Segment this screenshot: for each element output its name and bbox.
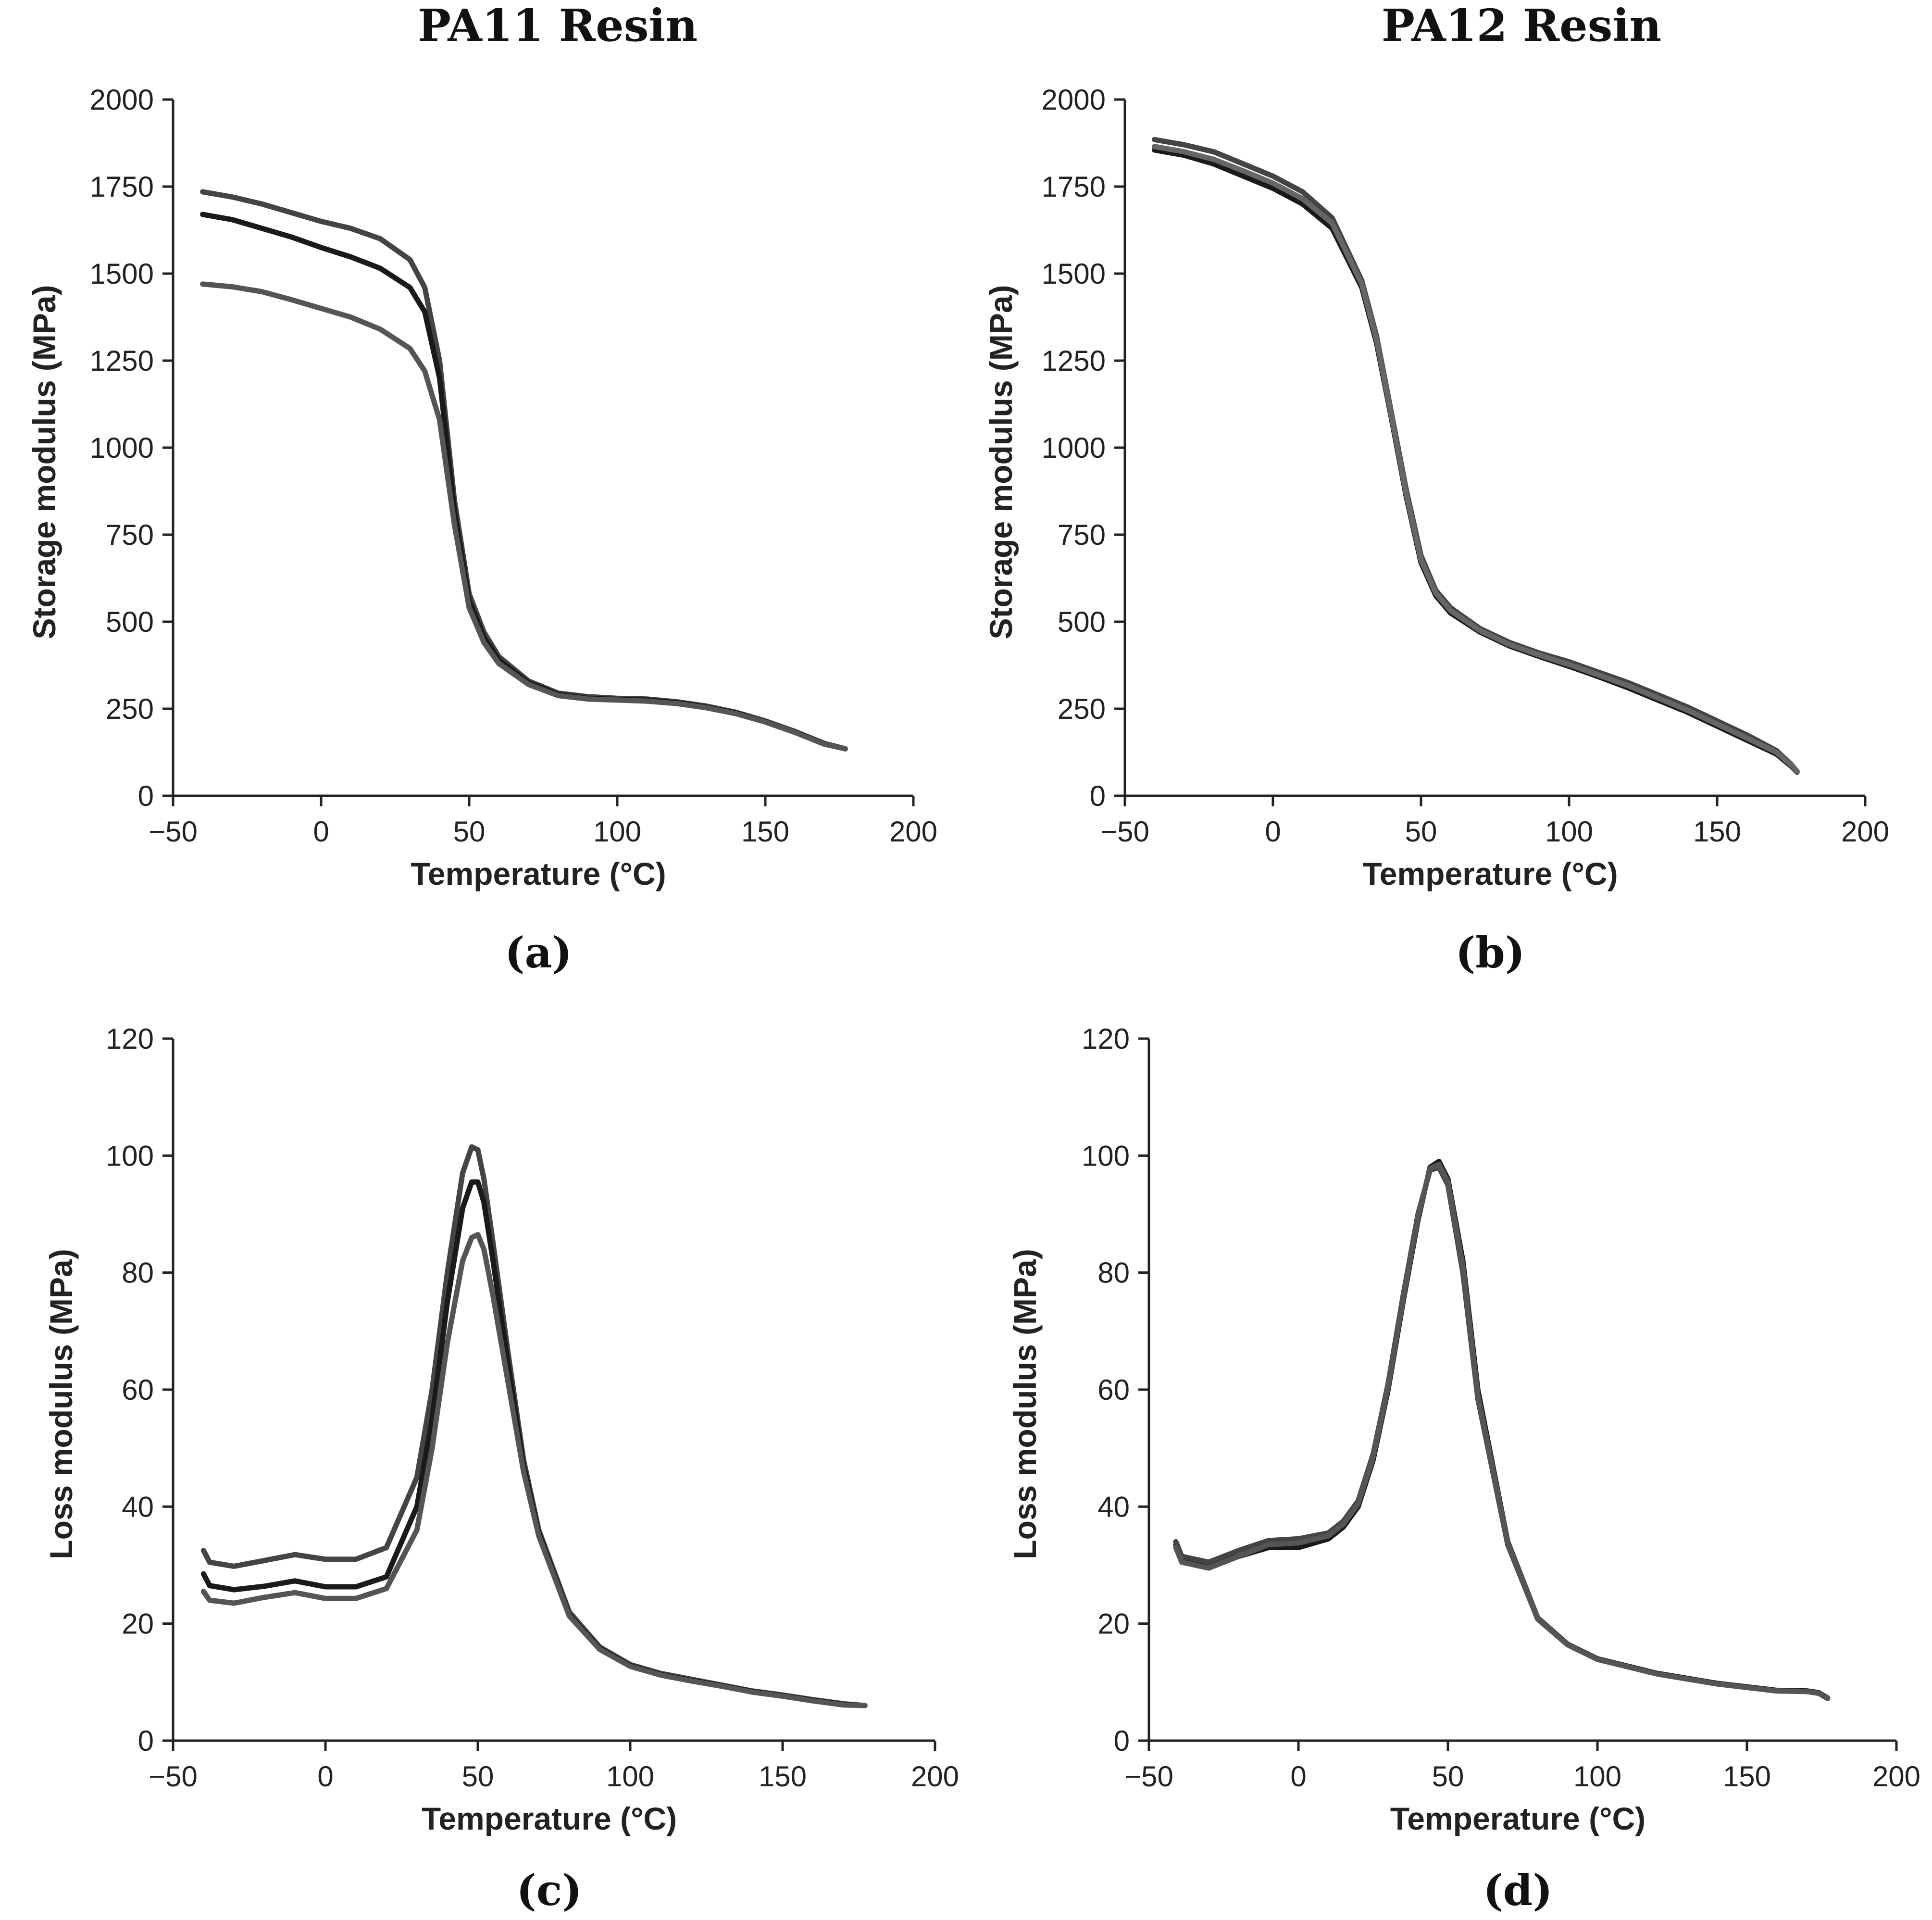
- panel-label: (a): [505, 928, 572, 978]
- x-axis-label: Temperature (°C): [1362, 856, 1618, 891]
- y-tick-label: 2000: [90, 84, 154, 116]
- y-tick-label: 1250: [1042, 345, 1106, 377]
- series-line-1: [1152, 137, 1800, 774]
- x-tick-label: −50: [149, 816, 198, 848]
- x-tick-label: 100: [1545, 816, 1593, 848]
- x-axis-label: Temperature (°C): [422, 1801, 677, 1836]
- y-tick-label: 500: [1058, 606, 1106, 638]
- x-tick-label: 100: [606, 1760, 654, 1793]
- x-tick-label: 50: [1405, 816, 1437, 848]
- y-tick-label: 60: [122, 1374, 154, 1406]
- panel-label: (c): [516, 1865, 582, 1915]
- y-tick-label: 500: [106, 606, 154, 638]
- x-tick-label: −50: [149, 1760, 198, 1793]
- y-tick-label: 250: [1058, 693, 1106, 725]
- x-tick-label: 0: [313, 816, 329, 848]
- y-tick-label: 40: [122, 1491, 154, 1523]
- y-tick-label: 20: [122, 1608, 154, 1640]
- y-tick-label: 1500: [90, 258, 154, 290]
- x-tick-label: 0: [317, 1760, 333, 1793]
- panel-label: (b): [1456, 928, 1525, 978]
- y-axis-label: Storage modulus (MPa): [983, 285, 1019, 639]
- y-tick-label: 2000: [1042, 84, 1106, 116]
- x-tick-label: 50: [462, 1760, 494, 1793]
- column-title-pa12: PA12 Resin: [1382, 0, 1662, 51]
- y-tick-label: 1750: [1042, 171, 1106, 203]
- x-tick-label: 100: [1573, 1760, 1621, 1793]
- y-tick-label: 0: [1114, 1725, 1130, 1757]
- x-axis-label: Temperature (°C): [411, 856, 666, 891]
- series-line-1: [200, 189, 848, 752]
- x-tick-label: 150: [759, 1760, 807, 1793]
- series-line-2: [200, 212, 848, 752]
- series-line-3: [200, 1232, 868, 1708]
- x-tick-label: 0: [1265, 816, 1281, 848]
- y-tick-label: 120: [1082, 1023, 1130, 1055]
- y-tick-label: 120: [106, 1023, 154, 1055]
- x-tick-label: 150: [741, 816, 789, 848]
- y-tick-label: 0: [138, 780, 154, 812]
- y-tick-label: 250: [106, 693, 154, 725]
- y-axis-label: Storage modulus (MPa): [26, 285, 62, 639]
- chart-panel-c: −50 0 50 100 150 200020406080100120Temperatur…: [43, 1023, 959, 1915]
- chart-panel-d: −50 0 50 100 150 200020406080100120Temperatur…: [1007, 1023, 1920, 1915]
- chart-panel-b: −50 0 50 100 150 2000250500750100012501500175…: [983, 84, 1889, 978]
- y-tick-label: 20: [1097, 1608, 1130, 1640]
- x-tick-label: 100: [593, 816, 641, 848]
- series-line-3: [1173, 1162, 1831, 1701]
- y-tick-label: 80: [122, 1257, 154, 1289]
- x-tick-label: 150: [1693, 816, 1741, 848]
- x-tick-label: 200: [911, 1760, 959, 1793]
- x-tick-label: −50: [1124, 1760, 1173, 1793]
- series-line-2: [1152, 147, 1800, 775]
- chart-panel-a: −50 0 50 100 150 2000250500750100012501500175…: [26, 84, 937, 978]
- y-tick-label: 1500: [1042, 258, 1106, 290]
- x-tick-label: 200: [1841, 816, 1889, 848]
- x-tick-label: 200: [889, 816, 937, 848]
- y-tick-label: 1750: [90, 171, 154, 203]
- series-line-3: [200, 281, 848, 752]
- y-axis-label: Loss modulus (MPa): [43, 1249, 79, 1559]
- x-tick-label: −50: [1100, 816, 1149, 848]
- y-tick-label: 80: [1097, 1257, 1130, 1289]
- y-tick-label: 0: [138, 1725, 154, 1757]
- series-line-1: [200, 1144, 868, 1708]
- y-axis-label: Loss modulus (MPa): [1007, 1249, 1043, 1559]
- series-line-2: [1173, 1165, 1831, 1701]
- y-tick-label: 100: [1082, 1140, 1130, 1172]
- x-tick-label: 0: [1290, 1760, 1306, 1793]
- series-line-2: [200, 1179, 868, 1708]
- x-tick-label: 200: [1872, 1760, 1920, 1793]
- y-tick-label: 750: [106, 519, 154, 551]
- column-title-pa11: PA11 Resin: [418, 0, 698, 51]
- x-tick-label: 150: [1723, 1760, 1771, 1793]
- y-tick-label: 40: [1097, 1491, 1130, 1523]
- y-tick-label: 0: [1090, 780, 1106, 812]
- y-tick-label: 100: [106, 1140, 154, 1172]
- y-tick-label: 750: [1058, 519, 1106, 551]
- y-tick-label: 1250: [90, 345, 154, 377]
- panel-label: (d): [1483, 1865, 1553, 1915]
- x-tick-label: 50: [1432, 1760, 1464, 1793]
- y-tick-label: 1000: [90, 432, 154, 464]
- x-axis-label: Temperature (°C): [1390, 1801, 1645, 1836]
- x-tick-label: 50: [453, 816, 486, 848]
- series-line-1: [1173, 1159, 1831, 1701]
- series-line-3: [1152, 144, 1800, 775]
- y-tick-label: 1000: [1042, 432, 1106, 464]
- y-tick-label: 60: [1097, 1374, 1130, 1406]
